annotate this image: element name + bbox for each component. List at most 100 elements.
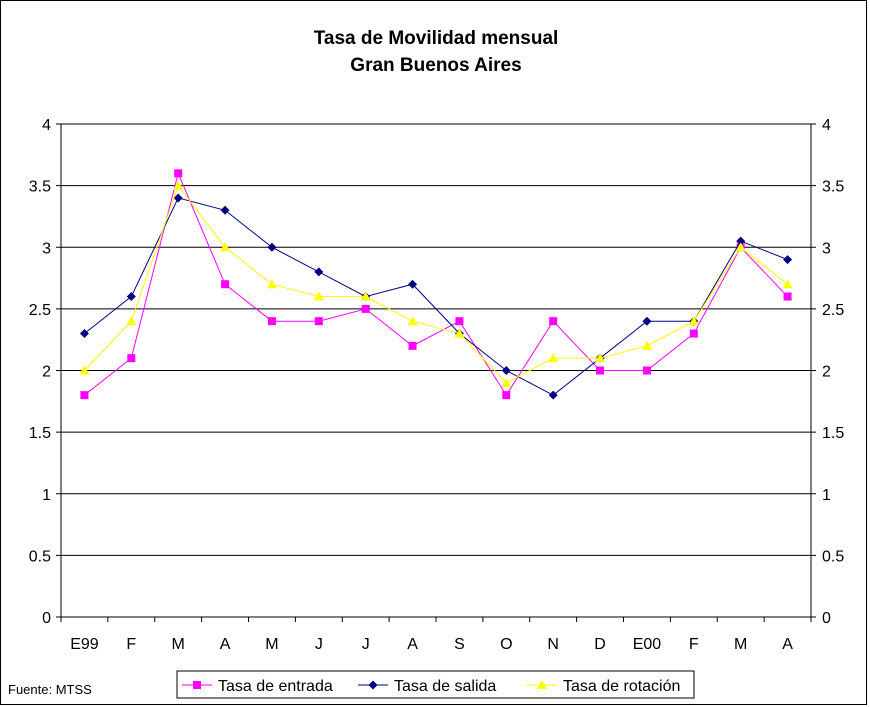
data-point: [408, 279, 418, 289]
y-tick-label-left: 1.5: [29, 425, 51, 442]
data-point: [221, 280, 230, 289]
data-point: [688, 316, 699, 326]
series-line: [84, 171, 788, 397]
data-point: [127, 354, 136, 363]
data-point: [596, 366, 605, 375]
y-tick-label-left: 3.5: [29, 179, 51, 196]
y-tick-label-right: 3: [822, 240, 831, 257]
legend-item-2: Tasa de salida: [358, 678, 496, 695]
data-point: [502, 391, 511, 400]
data-point: [782, 279, 793, 289]
data-point: [313, 291, 324, 301]
legend-label: Tasa de rotación: [563, 678, 680, 695]
series-line: [84, 184, 788, 384]
axes: [56, 123, 816, 622]
series-group: [79, 169, 793, 400]
x-tick-label: J: [362, 636, 370, 653]
x-tick-label: M: [734, 636, 747, 653]
data-point: [408, 341, 417, 350]
data-point: [455, 317, 464, 326]
y-tick-label-right: 0.5: [822, 548, 844, 565]
data-point: [549, 317, 558, 326]
data-point: [783, 255, 793, 265]
y-tick-label-right: 4: [822, 117, 831, 134]
legend-marker: [368, 680, 378, 690]
x-tick-label: F: [689, 636, 699, 653]
y-tick-label-right: 1: [822, 487, 831, 504]
data-point: [548, 353, 559, 363]
legend-item-1: Tasa de entrada: [182, 678, 333, 695]
y-tick-label-left: 4: [42, 117, 51, 134]
chart-subtitle: Gran Buenos Aires: [350, 55, 521, 76]
data-point: [220, 242, 231, 252]
data-point: [173, 193, 183, 203]
y-axis-left: 0 0.5 1 1.5 2 2.5 3 3.5 4: [29, 117, 51, 627]
data-point: [220, 205, 230, 215]
data-point: [454, 328, 465, 338]
legend: Tasa de entrada Tasa de salida Tasa de rot…: [176, 670, 695, 699]
data-point: [267, 317, 276, 326]
data-point: [736, 236, 746, 246]
x-tick-label: A: [220, 636, 231, 653]
y-tick-label-left: 2: [42, 364, 51, 381]
data-point: [642, 366, 651, 375]
y-tick-label-left: 1: [42, 487, 51, 504]
data-point: [595, 353, 606, 363]
x-tick-label: S: [454, 636, 465, 653]
x-tick-label: D: [594, 636, 606, 653]
x-tick-label: E00: [633, 636, 662, 653]
y-tick-label-right: 0: [822, 610, 831, 627]
data-point: [126, 292, 136, 302]
data-point: [783, 292, 792, 301]
data-point: [641, 340, 652, 350]
data-point: [79, 365, 90, 375]
legend-label: Tasa de salida: [394, 678, 496, 695]
legend-item-3: Tasa de rotación: [527, 678, 680, 695]
series-line: [84, 197, 788, 396]
data-point: [501, 377, 512, 387]
data-point: [80, 391, 89, 400]
x-tick-label: A: [407, 636, 418, 653]
y-tick-label-right: 2.5: [822, 302, 844, 319]
legend-label: Tasa de entrada: [218, 678, 333, 695]
data-point: [642, 316, 652, 326]
data-point: [689, 329, 698, 338]
data-point: [548, 390, 558, 400]
data-point: [501, 366, 511, 375]
y-tick-label-left: 2.5: [29, 302, 51, 319]
data-point: [267, 242, 277, 252]
x-axis: E99 F M A M J J A S O N D E00 F M A: [70, 636, 793, 653]
data-point: [360, 291, 371, 301]
chart-title: Tasa de Movilidad mensual: [314, 28, 559, 49]
data-point: [314, 317, 323, 326]
data-point: [79, 329, 89, 339]
data-point: [173, 180, 184, 190]
data-point: [735, 242, 746, 252]
legend-marker: [193, 681, 201, 689]
x-tick-label: E99: [70, 636, 99, 653]
source-note: Fuente: MTSS: [8, 682, 92, 697]
x-tick-label: J: [315, 636, 323, 653]
y-tick-label-left: 3: [42, 240, 51, 257]
legend-box: [176, 670, 695, 699]
y-tick-label-left: 0.5: [29, 548, 51, 565]
x-tick-label: N: [547, 636, 559, 653]
legend-marker: [537, 680, 547, 689]
data-point: [314, 267, 324, 277]
y-axis-right: 0 0.5 1 1.5 2 2.5 3 3.5 4: [822, 117, 844, 627]
data-point: [266, 279, 277, 289]
y-tick-label-left: 0: [42, 610, 51, 627]
y-tick-label-right: 3.5: [822, 179, 844, 196]
data-point: [126, 316, 137, 326]
data-point: [361, 304, 370, 313]
series-1: [80, 169, 792, 400]
x-tick-label: M: [265, 636, 278, 653]
x-tick-label: M: [172, 636, 185, 653]
data-point: [407, 316, 418, 326]
x-tick-label: F: [126, 636, 136, 653]
x-tick-label: A: [782, 636, 793, 653]
data-point: [174, 169, 183, 178]
y-tick-label-right: 1.5: [822, 425, 844, 442]
y-tick-label-right: 2: [822, 364, 831, 381]
